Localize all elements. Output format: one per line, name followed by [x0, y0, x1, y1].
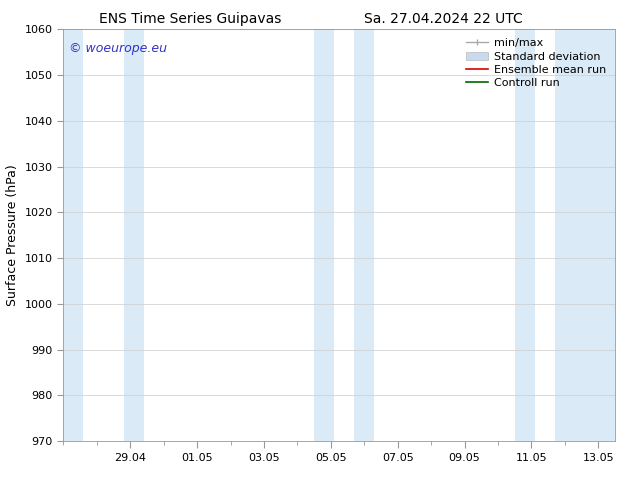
Bar [314, 29, 334, 441]
Y-axis label: Surface Pressure (hPa): Surface Pressure (hPa) [6, 164, 19, 306]
Legend: min/max, Standard deviation, Ensemble mean run, Controll run: min/max, Standard deviation, Ensemble me… [463, 35, 609, 92]
Bar [124, 29, 144, 441]
Text: ENS Time Series Guipavas: ENS Time Series Guipavas [99, 12, 281, 26]
Bar [63, 29, 84, 441]
Bar [555, 29, 615, 441]
Bar [354, 29, 374, 441]
Bar [515, 29, 534, 441]
Text: © woeurope.eu: © woeurope.eu [69, 42, 167, 55]
Text: Sa. 27.04.2024 22 UTC: Sa. 27.04.2024 22 UTC [365, 12, 523, 26]
